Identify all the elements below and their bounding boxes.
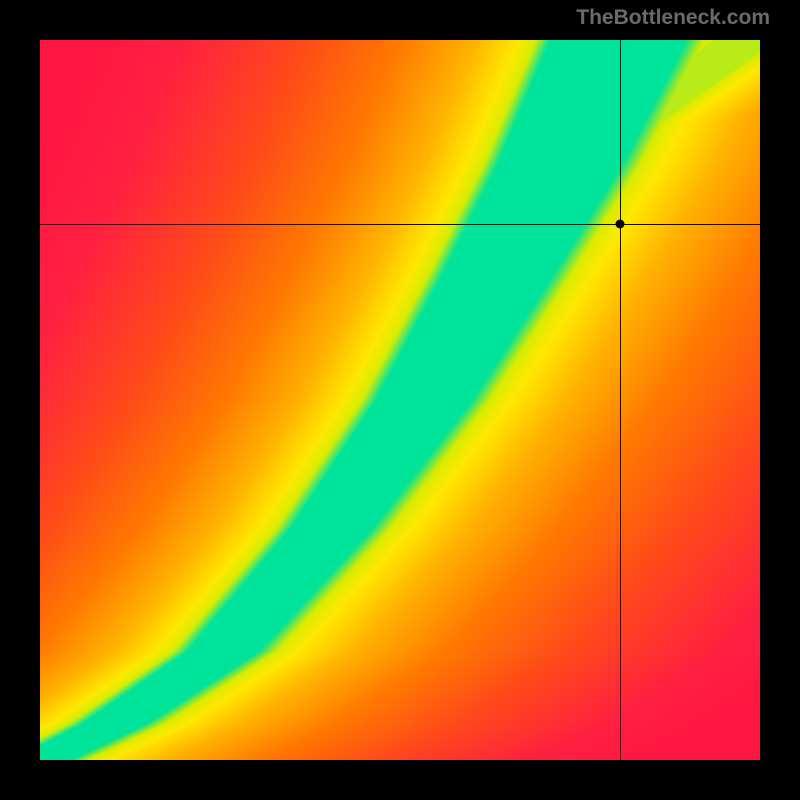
watermark-text: TheBottleneck.com — [576, 6, 770, 30]
crosshair-point — [615, 219, 624, 228]
crosshair-vertical — [620, 40, 621, 760]
heatmap-canvas — [40, 40, 760, 760]
heatmap-plot — [40, 40, 760, 760]
crosshair-horizontal — [40, 224, 760, 225]
